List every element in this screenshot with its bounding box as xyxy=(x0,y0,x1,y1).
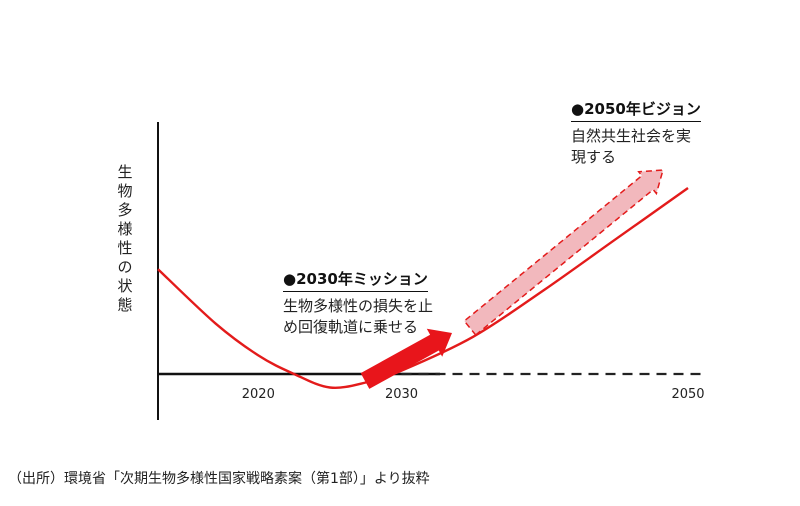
annotation-2050-title: ●2050年ビジョン xyxy=(571,99,701,123)
source-note: （出所）環境省「次期生物多様性国家戦略素案（第1部）」より抜粋 xyxy=(8,471,430,487)
y-axis-label: 生物多様性の状態 xyxy=(117,163,133,314)
mission-arrow xyxy=(360,328,452,389)
annotation-2030-title: ●2030年ミッション xyxy=(283,269,428,293)
vision-arrow xyxy=(463,169,665,337)
arrow-layer xyxy=(360,169,665,389)
tick-layer: 2020 2030 2050 xyxy=(242,387,705,402)
annotation-2050-line-2: 現する xyxy=(571,147,617,166)
annotation-2050-line-1: 自然共生社会を実 xyxy=(571,127,692,146)
x-tick-label: 2030 xyxy=(385,387,418,402)
annotation-2050-vision: ●2050年ビジョン 自然共生社会を実 現する xyxy=(571,98,701,167)
x-tick-label: 2050 xyxy=(671,387,704,402)
annotation-2030-line-2: め回復軌道に乗せる xyxy=(283,317,419,336)
annotation-2030-mission: ●2030年ミッション 生物多様性の損失を止 め回復軌道に乗せる xyxy=(283,268,433,337)
x-tick-label: 2020 xyxy=(242,387,275,402)
annotation-2030-line-1: 生物多様性の損失を止 xyxy=(283,297,434,316)
